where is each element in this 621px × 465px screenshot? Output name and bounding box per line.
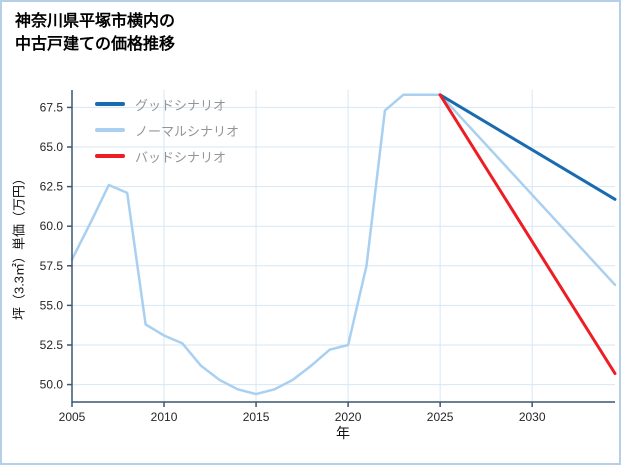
svg-text:60.0: 60.0 — [40, 219, 64, 233]
svg-text:62.5: 62.5 — [40, 180, 64, 194]
svg-text:55.0: 55.0 — [40, 298, 64, 312]
page-title-line-2: 中古戸建ての価格推移 — [15, 36, 176, 54]
svg-text:50.0: 50.0 — [40, 378, 64, 392]
svg-text:57.5: 57.5 — [40, 259, 64, 273]
svg-text:2005: 2005 — [59, 410, 86, 424]
normal-scenario-line-swatch — [95, 128, 125, 132]
svg-text:2025: 2025 — [427, 410, 454, 424]
svg-text:2010: 2010 — [151, 410, 178, 424]
x-axis-label: 年 — [336, 425, 350, 441]
svg-text:2015: 2015 — [243, 410, 270, 424]
good-scenario-line-swatch — [95, 102, 125, 106]
page-title: 神奈川県平塚市横内の 中古戸建ての価格推移 — [15, 10, 175, 56]
svg-text:2020: 2020 — [335, 410, 362, 424]
legend-item-bad-scenario: バッドシナリオ — [95, 148, 239, 165]
good-scenario-label: グッドシナリオ — [135, 97, 227, 113]
chart-legend: グッドシナリオ ノーマルシナリオ バッドシナリオ — [95, 96, 240, 165]
legend-item-normal-scenario: ノーマルシナリオ — [95, 122, 240, 139]
bad-scenario-line-swatch — [95, 154, 125, 158]
svg-text:52.5: 52.5 — [40, 338, 64, 352]
svg-text:67.5: 67.5 — [40, 100, 64, 114]
legend-item-good-scenario: グッドシナリオ — [95, 96, 239, 113]
y-axis-label: 坪（3.3㎡）単価（万円） — [11, 171, 27, 321]
page-title-line-1: 神奈川県平塚市横内の — [15, 13, 176, 30]
normal-scenario-label: ノーマルシナリオ — [135, 123, 240, 139]
svg-text:2030: 2030 — [519, 410, 546, 424]
svg-text:65.0: 65.0 — [40, 140, 64, 154]
bad-scenario-label: バッドシナリオ — [135, 149, 227, 165]
